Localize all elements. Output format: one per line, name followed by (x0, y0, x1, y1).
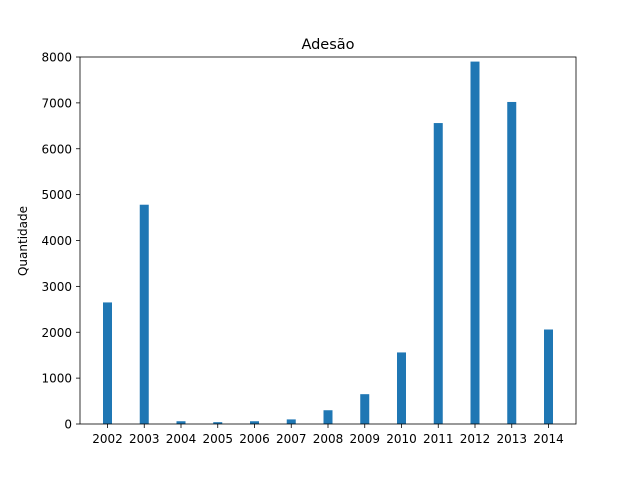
bar-2006 (250, 421, 259, 424)
y-tick-label: 6000 (41, 142, 72, 156)
plot-frame (79, 56, 577, 425)
y-tick-label: 8000 (41, 51, 72, 65)
bar-2008 (323, 410, 333, 424)
y-axis: 0 1000 2000 3000 4000 5000 6000 7000 8000 (41, 51, 80, 432)
bar-2013 (507, 101, 517, 425)
bar-2002 (103, 302, 112, 424)
bar-2012 (470, 61, 480, 425)
bar-2014 (544, 329, 553, 424)
y-tick-label: 0 (64, 418, 72, 432)
x-tick-label: 2003 (129, 432, 160, 446)
x-tick-label: 2012 (460, 432, 491, 446)
x-tick-label: 2005 (202, 432, 233, 446)
bar-2009 (360, 394, 370, 424)
x-tick-label: 2006 (239, 432, 270, 446)
bar-2004 (176, 421, 186, 424)
x-tick-label: 2008 (313, 432, 344, 446)
x-tick-label: 2002 (92, 432, 123, 446)
x-tick-label: 2014 (533, 432, 564, 446)
chart-title: Adesão (301, 37, 354, 53)
bar-2007 (286, 419, 296, 424)
bar-2003 (139, 204, 149, 424)
y-axis-label: Quantidade (16, 206, 30, 276)
bar-2010 (397, 352, 406, 424)
x-tick-label: 2007 (276, 432, 307, 446)
y-tick-label: 1000 (41, 372, 72, 386)
bar-2005 (213, 422, 223, 424)
y-tick-label: 3000 (41, 280, 72, 294)
x-axis: 2002 2003 2004 2005 2006 2007 2008 2009 2010 2011… (92, 424, 564, 446)
y-tick-label: 2000 (41, 326, 72, 340)
bar-2011 (433, 123, 443, 424)
x-tick-label: 2013 (496, 432, 527, 446)
x-tick-label: 2011 (423, 432, 454, 446)
y-tick-label: 7000 (41, 96, 72, 110)
x-tick-label: 2004 (166, 432, 197, 446)
x-tick-label: 2009 (349, 432, 380, 446)
y-tick-label: 5000 (41, 188, 72, 202)
bars (103, 61, 553, 425)
y-tick-label: 4000 (41, 234, 72, 248)
x-tick-label: 2010 (386, 432, 417, 446)
